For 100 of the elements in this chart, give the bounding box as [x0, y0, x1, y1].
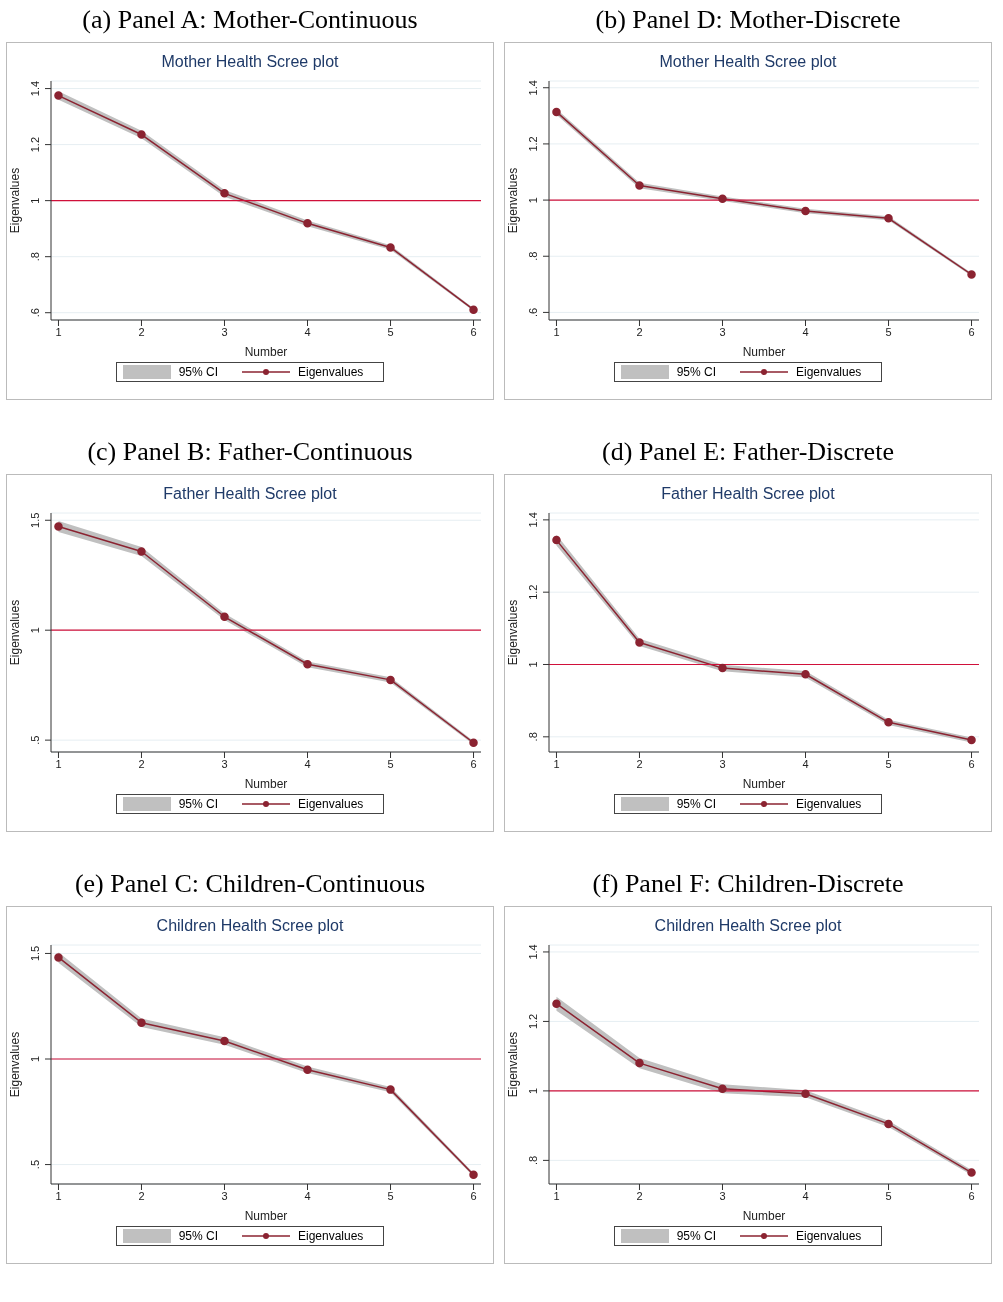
x-tick-label: 2: [138, 757, 145, 770]
point: [801, 206, 810, 216]
chart-subtitle: Children Health Scree plot: [653, 917, 843, 936]
y-axis-title: Eigenvalues: [8, 1031, 23, 1098]
x-tick-label: 4: [304, 757, 311, 770]
x-tick-label: 4: [802, 757, 809, 770]
y-tick-label: 1.2: [527, 1013, 539, 1030]
y-tick-label: 1.4: [527, 944, 539, 960]
x-axis-title: Number: [742, 777, 786, 791]
legend-label: Eigenvalues: [297, 1229, 364, 1243]
y-tick-label: 1.4: [527, 512, 539, 528]
point: [386, 243, 395, 252]
x-tick-label: 6: [470, 1189, 477, 1202]
chart-title: (d) Panel E: Father-Discrete: [601, 436, 895, 468]
point: [54, 522, 63, 531]
x-tick-label: 5: [885, 325, 892, 338]
x-tick-label: 2: [636, 1189, 643, 1202]
x-tick-label: 5: [387, 1189, 394, 1202]
point: [137, 547, 146, 556]
text: 95% CI: [676, 797, 716, 811]
chart-title: (c) Panel B: Father-Continuous: [86, 436, 414, 468]
point: [54, 91, 63, 100]
point: [469, 305, 478, 314]
x-tick-label: 4: [802, 325, 809, 338]
y-axis-title: Eigenvalues: [8, 167, 23, 234]
y-axis-title: Eigenvalues: [506, 1031, 521, 1098]
x-tick-label: 6: [470, 325, 477, 338]
point: [220, 612, 229, 622]
text: 95% CI: [178, 1229, 218, 1243]
text: 95% CI: [178, 365, 218, 379]
y-axis-title: Eigenvalues: [506, 167, 521, 234]
legend-label: Eigenvalues: [795, 797, 862, 811]
point: [967, 270, 976, 279]
point: [137, 1018, 146, 1027]
point: [884, 214, 893, 223]
x-tick-label: 6: [968, 1189, 975, 1202]
x-tick-label: 1: [55, 325, 62, 338]
legend-label: Eigenvalues: [297, 365, 364, 379]
x-axis-title: Number: [244, 777, 288, 791]
x-tick-label: 1: [553, 325, 560, 338]
y-tick-label: 1.2: [29, 136, 41, 153]
point: [884, 1119, 893, 1129]
point: [635, 181, 644, 190]
y-tick-label: .8: [527, 1155, 539, 1165]
point: [552, 535, 561, 545]
x-tick-label: 1: [55, 1189, 62, 1202]
point: [552, 999, 561, 1008]
x-tick-label: 2: [636, 757, 643, 770]
chart-title: (b) Panel D: Mother-Discrete: [594, 4, 902, 36]
point: [54, 953, 63, 962]
x-tick-label: 2: [138, 1189, 145, 1202]
y-tick-label: 1.4: [527, 80, 539, 96]
x-tick-label: 6: [470, 757, 477, 770]
y-axis-title: Eigenvalues: [506, 599, 521, 666]
point: [303, 660, 312, 669]
text: 95% CI: [676, 365, 716, 379]
chart-subtitle: Father Health Scree plot: [162, 485, 338, 504]
chart-subtitle: Children Health Scree plot: [155, 917, 345, 936]
x-axis-title: Number: [742, 345, 786, 359]
x-tick-label: 6: [968, 757, 975, 770]
x-tick-label: 5: [885, 1189, 892, 1202]
y-tick-label: 1.5: [29, 945, 41, 962]
x-tick-label: 3: [719, 1189, 726, 1202]
chart-title: (f) Panel F: Children-Discrete: [591, 868, 905, 900]
x-tick-label: 6: [968, 325, 975, 338]
y-tick-label: 1: [527, 661, 539, 668]
y-tick-label: .8: [527, 251, 539, 261]
point: [469, 738, 478, 748]
x-tick-label: 1: [55, 757, 62, 770]
y-tick-label: 1.2: [527, 136, 539, 152]
point: [386, 675, 395, 685]
x-tick-label: 3: [719, 757, 726, 770]
point: [718, 194, 727, 203]
y-tick-label: 1: [29, 627, 41, 634]
point: [884, 718, 893, 727]
point: [220, 1036, 229, 1046]
point: [137, 130, 146, 139]
x-tick-label: 5: [387, 325, 394, 338]
point: [220, 189, 229, 198]
y-tick-label: .6: [527, 307, 539, 318]
point: [967, 1168, 976, 1177]
y-tick-label: .6: [29, 308, 41, 318]
x-tick-label: 2: [636, 325, 643, 338]
x-tick-label: 3: [221, 757, 228, 770]
point: [552, 107, 561, 117]
point: [718, 663, 727, 673]
point: [801, 670, 810, 679]
y-tick-label: 1: [527, 1087, 539, 1094]
y-tick-label: 1: [527, 197, 539, 204]
x-tick-label: 3: [221, 325, 228, 338]
text: 95% CI: [676, 1229, 716, 1243]
point: [635, 1058, 644, 1068]
y-tick-label: 1: [29, 197, 41, 204]
y-tick-label: .5: [29, 735, 41, 745]
chart-title: (a) Panel A: Mother-Continuous: [81, 4, 419, 36]
x-tick-label: 3: [221, 1189, 228, 1202]
point: [303, 219, 312, 228]
point: [386, 1085, 395, 1094]
x-axis-title: Number: [244, 345, 288, 359]
x-tick-label: 2: [138, 325, 145, 338]
